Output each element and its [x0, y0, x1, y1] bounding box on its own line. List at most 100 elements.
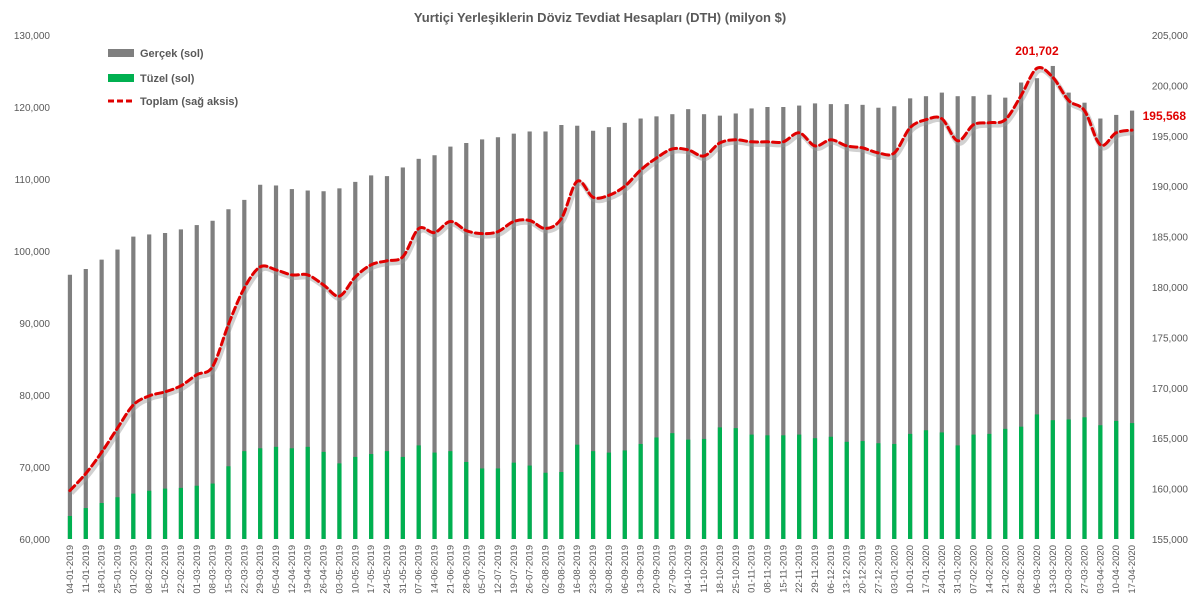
bar-tuzel: [131, 493, 136, 539]
x-tick-label: 25-01-2019: [112, 545, 123, 594]
bar-tuzel: [384, 451, 390, 539]
bar-tuzel: [305, 446, 310, 539]
right-tick-label: 205,000: [1152, 31, 1189, 42]
bar-tuzel: [987, 433, 992, 539]
bar-tuzel: [844, 441, 849, 539]
x-tick-label: 17-04-2020: [1127, 545, 1138, 594]
x-tick-label: 16-08-2019: [572, 545, 583, 594]
x-tick-label: 11-01-2019: [81, 545, 92, 593]
x-tick-label: 01-11-2019: [747, 545, 758, 593]
x-tick-label: 05-07-2019: [477, 545, 488, 594]
x-tick-label: 29-03-2019: [255, 545, 266, 594]
x-tick-label: 25-10-2019: [731, 545, 742, 594]
bar-tuzel: [147, 490, 152, 539]
bar-gercek: [258, 184, 263, 539]
x-tick-label: 20-09-2019: [651, 545, 662, 594]
x-tick-label: 22-03-2019: [239, 545, 250, 594]
bar-gercek: [749, 108, 754, 539]
bar-tuzel: [1050, 420, 1055, 539]
x-tick-label: 08-11-2019: [762, 545, 773, 593]
bar-gercek: [511, 133, 516, 539]
bar-gercek: [464, 143, 469, 539]
x-tick-label: 14-02-2020: [984, 545, 995, 594]
right-axis: 155,000 160,000 165,000 170,000 175,000 180,0…: [1152, 31, 1189, 546]
bar-tuzel: [527, 465, 532, 539]
bar-tuzel: [289, 448, 294, 539]
x-tick-label: 18-10-2019: [715, 545, 726, 594]
bar-gercek: [765, 107, 770, 539]
bar-tuzel: [1098, 425, 1103, 539]
bar-gercek: [575, 125, 580, 539]
bar-gercek: [115, 249, 120, 539]
x-tick-label: 31-05-2019: [398, 545, 409, 594]
bar-tuzel: [971, 434, 976, 539]
bar-gercek: [448, 146, 453, 539]
x-tick-label: 22-02-2019: [176, 545, 187, 594]
bar-gercek: [67, 274, 73, 539]
x-tick-label: 12-07-2019: [493, 545, 504, 594]
bar-tuzel: [178, 487, 183, 539]
bar-tuzel: [733, 428, 738, 539]
x-tick-label: 13-09-2019: [636, 545, 647, 594]
bar-gercek: [147, 234, 152, 539]
right-tick-label: 165,000: [1152, 434, 1189, 445]
left-tick-label: 120,000: [14, 103, 51, 114]
right-tick-label: 160,000: [1152, 485, 1189, 496]
bar-tuzel: [321, 451, 326, 539]
bar-gercek: [495, 137, 501, 540]
bar-gercek: [210, 220, 215, 539]
right-tick-label: 180,000: [1152, 283, 1189, 294]
bar-tuzel: [765, 435, 770, 539]
bar-gercek: [876, 107, 881, 539]
bar-gercek: [543, 131, 548, 540]
bar-tuzel: [416, 445, 421, 539]
left-axis: 60,000 70,000 80,000 90,000 100,000 110,000 12…: [14, 31, 51, 546]
bar-tuzel: [1034, 414, 1040, 539]
bar-gercek: [321, 191, 326, 540]
right-tick-label: 185,000: [1152, 233, 1189, 244]
left-tick-label: 100,000: [14, 247, 51, 258]
bar-tuzel: [939, 432, 944, 539]
x-tick-label: 09-08-2019: [556, 545, 567, 594]
bars: [67, 65, 1135, 540]
bar-gercek: [384, 176, 390, 539]
bar-gercek: [369, 175, 374, 539]
left-tick-label: 110,000: [15, 175, 51, 186]
bar-gercek: [273, 185, 279, 540]
bar-gercek: [559, 125, 564, 539]
bar-tuzel: [670, 433, 675, 539]
bar-gercek: [638, 118, 643, 540]
bar-tuzel: [194, 485, 199, 539]
bar-tuzel: [812, 438, 818, 539]
bar-tuzel: [1114, 420, 1119, 539]
x-tick-label: 28-06-2019: [461, 545, 472, 594]
bar-gercek: [828, 104, 833, 540]
bar-tuzel: [480, 468, 485, 539]
bar-tuzel: [226, 466, 231, 539]
left-tick-label: 60,000: [19, 535, 50, 546]
x-tick-label: 18-01-2019: [97, 545, 108, 594]
bar-gercek: [131, 236, 136, 539]
bar-gercek: [971, 96, 976, 539]
right-tick-label: 170,000: [1152, 384, 1189, 395]
bar-tuzel: [67, 515, 73, 539]
x-tick-label: 11-10-2019: [699, 545, 710, 593]
bar-gercek: [353, 181, 358, 539]
legend-swatch-tuzel: [108, 74, 134, 82]
x-tick-label: 03-05-2019: [334, 545, 345, 594]
bar-tuzel: [353, 456, 358, 539]
bar-gercek: [1082, 102, 1087, 540]
bar-gercek: [1114, 114, 1119, 540]
bar-tuzel: [400, 456, 405, 539]
bar-tuzel: [1066, 419, 1071, 539]
bar-gercek: [416, 158, 421, 539]
bar-gercek: [860, 104, 865, 539]
bar-gercek: [400, 167, 405, 540]
bar-tuzel: [210, 483, 215, 539]
bar-gercek: [1034, 78, 1040, 539]
x-tick-label: 10-04-2020: [1111, 545, 1122, 594]
bar-tuzel: [1129, 423, 1135, 539]
bar-gercek: [654, 116, 659, 540]
x-tick-label: 14-06-2019: [430, 545, 441, 594]
